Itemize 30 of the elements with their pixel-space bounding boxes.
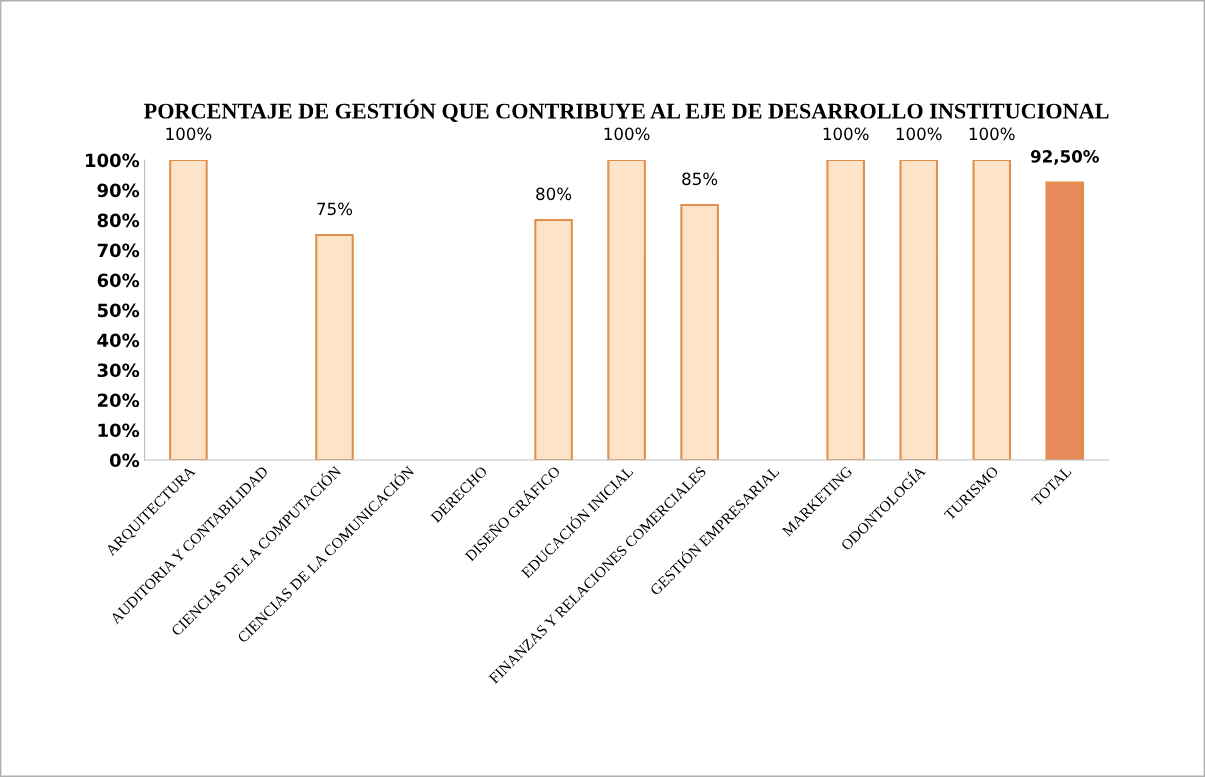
bar	[534, 219, 573, 460]
y-tick-label: 50%	[97, 303, 140, 318]
data-label: 100%	[604, 127, 650, 141]
bar	[972, 160, 1012, 460]
bar	[1045, 181, 1085, 460]
data-label: 100%	[823, 127, 869, 141]
bar	[826, 160, 865, 460]
data-label: 85%	[682, 172, 718, 186]
bar	[315, 234, 354, 460]
y-tick-label: 90%	[97, 183, 140, 198]
data-label: 92,50%	[1030, 150, 1099, 165]
bar	[680, 204, 719, 460]
y-tick-label: 70%	[97, 243, 140, 258]
y-tick-label: 40%	[97, 333, 140, 348]
data-label: 100%	[896, 127, 942, 141]
y-tick-label: 80%	[97, 213, 140, 228]
y-tick-label: 100%	[86, 153, 140, 168]
bar	[607, 160, 646, 460]
bar	[899, 160, 939, 460]
y-tick-label: 0%	[109, 453, 140, 468]
data-label: 75%	[317, 202, 353, 216]
data-label: 100%	[166, 127, 212, 141]
y-tick-label: 30%	[97, 363, 140, 378]
y-tick-label: 20%	[97, 393, 140, 408]
data-label: 80%	[536, 187, 572, 201]
y-tick-label: 60%	[97, 273, 140, 288]
y-tick-label: 10%	[98, 423, 140, 438]
chart-title: PORCENTAJE DE GESTIÓN QUE CONTRIBUYE AL EJE DE DESARROLLO INSTITUCIONAL	[144, 99, 1109, 122]
data-label: 100%	[969, 127, 1015, 141]
bar	[169, 160, 208, 460]
